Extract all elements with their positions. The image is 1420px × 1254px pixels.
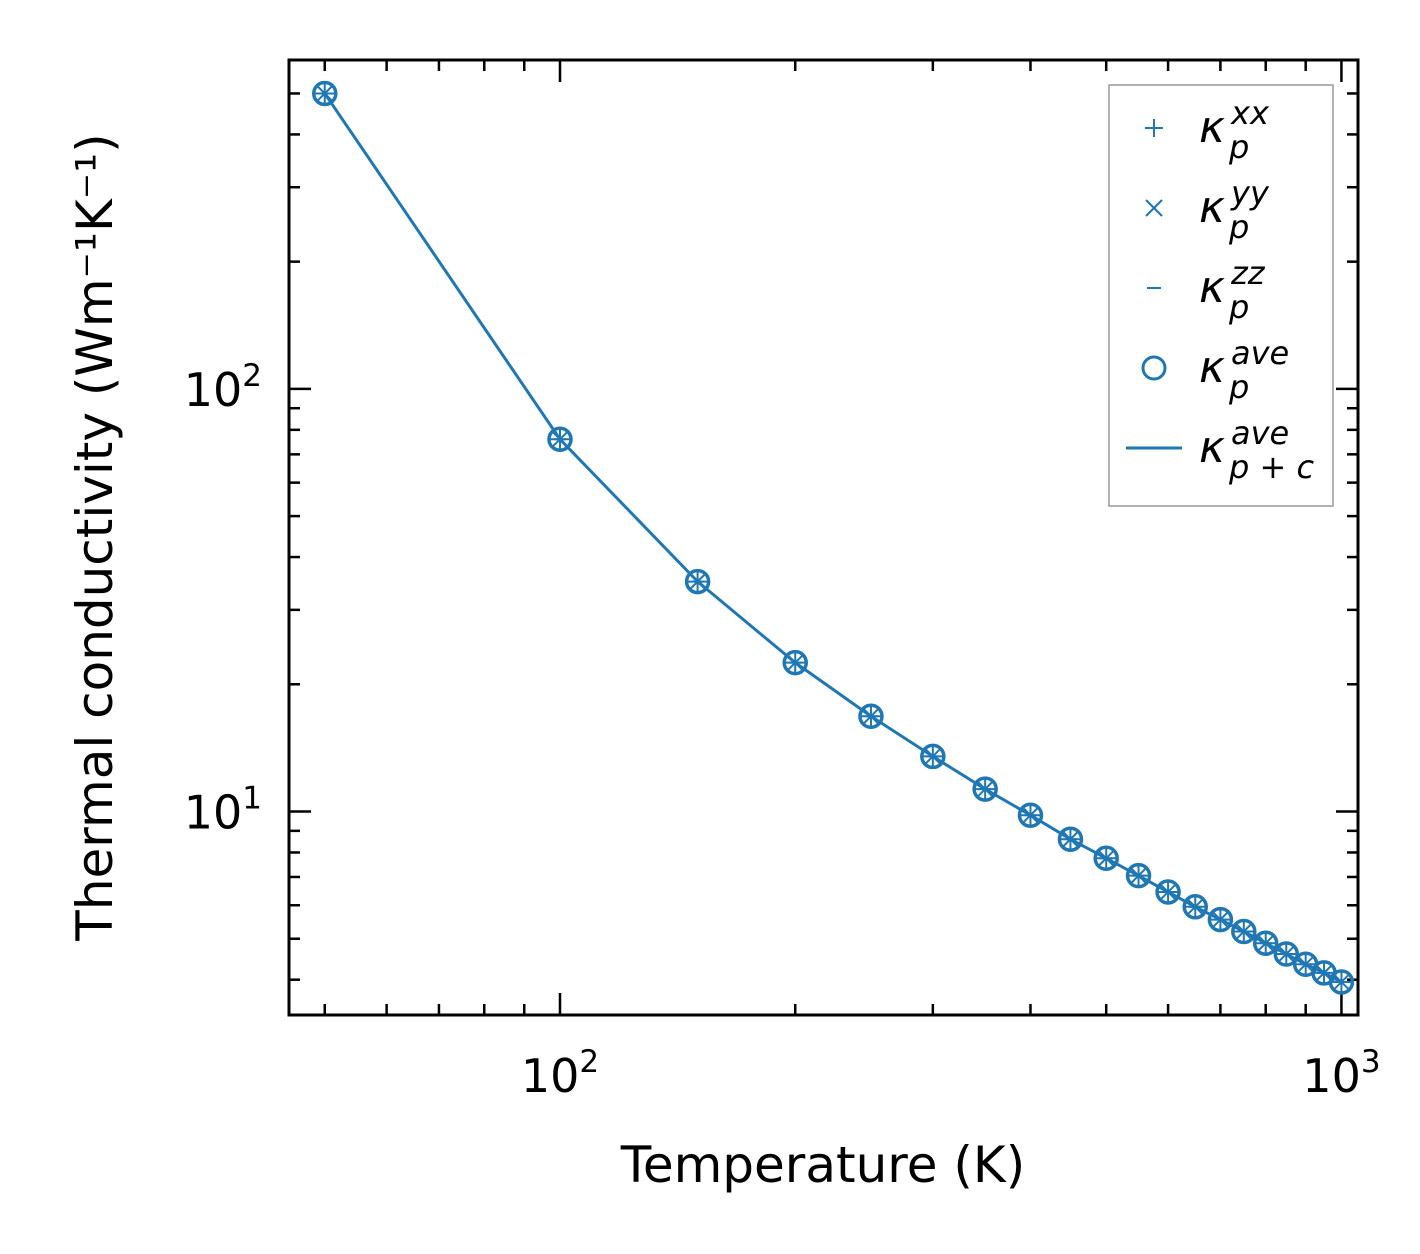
legend-marker-x-b (1145, 199, 1163, 217)
marker-circle (1207, 906, 1234, 933)
legend-label: κ (1199, 422, 1225, 473)
legend-box (1108, 84, 1334, 507)
legend-label-sub: p + c (1228, 448, 1314, 486)
legend-entry: κ xxp (1145, 94, 1270, 166)
x-axis-label: Temperature (K) (620, 1136, 1025, 1194)
marker-circle (858, 703, 884, 730)
marker-circle (1125, 862, 1152, 889)
marker-circle (972, 776, 998, 802)
marker-group (312, 80, 1355, 995)
legend-label: κ (1199, 102, 1225, 153)
marker-circle (1155, 879, 1181, 905)
series-line-group (323, 92, 1343, 984)
legend-label-sup: ave (1231, 334, 1289, 372)
marker-circle (1017, 802, 1044, 828)
legend-label-sub: p (1228, 368, 1249, 406)
marker-circle (1252, 930, 1279, 956)
tick-labels: 102 103 101 102 (184, 358, 1381, 1103)
legend-label-sup: yy (1230, 174, 1270, 212)
legend-label-sup: zz (1230, 254, 1266, 292)
y-tick-label: 101 (184, 781, 262, 840)
marker-circle (1057, 826, 1084, 852)
plot-frame (287, 58, 1360, 1017)
legend-label-sup: ave (1231, 414, 1289, 452)
legend-label: κ (1199, 262, 1225, 313)
legend-label-sup: xx (1230, 94, 1270, 132)
x-tick-label: 103 (1302, 1044, 1380, 1103)
marker-circle (1182, 894, 1208, 920)
legend-entry: κ zzp (1147, 254, 1266, 326)
legend-entry: κ yyp (1145, 174, 1270, 246)
legend-label: κ (1199, 182, 1225, 233)
legend-label: κ (1199, 342, 1225, 393)
y-tick-label: 102 (184, 358, 262, 417)
marker-circle (782, 649, 808, 676)
marker-circle (1328, 969, 1355, 995)
marker-circle (684, 568, 711, 595)
y-axis-label: Thermal conductivity (Wm⁻¹K⁻¹) (66, 133, 124, 941)
marker-circle (1093, 845, 1119, 872)
x-tick-label: 102 (521, 1044, 599, 1103)
marker-circle (312, 80, 338, 107)
marker-circle (1273, 941, 1300, 967)
legend-label-sub: p (1228, 288, 1249, 326)
axis-ticks (289, 58, 1358, 1015)
marker-circle (547, 426, 573, 452)
legend-label-sub: p (1228, 208, 1249, 246)
marker-circle (1231, 918, 1257, 945)
legend-marker-circle (1141, 355, 1167, 381)
series-line-kappa-pc-ave (323, 92, 1343, 984)
marker-circle (920, 743, 946, 770)
legend-label-sub: p (1228, 128, 1249, 166)
